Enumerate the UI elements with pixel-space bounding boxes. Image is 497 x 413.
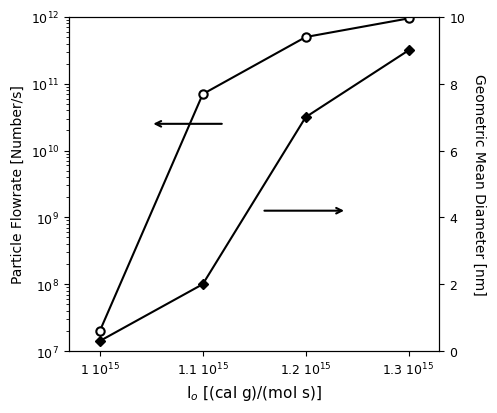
Y-axis label: Geometric Mean Diameter [nm]: Geometric Mean Diameter [nm] xyxy=(472,74,486,295)
X-axis label: I$_o$ [(cal g)/(mol s)]: I$_o$ [(cal g)/(mol s)] xyxy=(186,383,322,402)
Y-axis label: Particle Flowrate [Number/s]: Particle Flowrate [Number/s] xyxy=(11,85,25,284)
